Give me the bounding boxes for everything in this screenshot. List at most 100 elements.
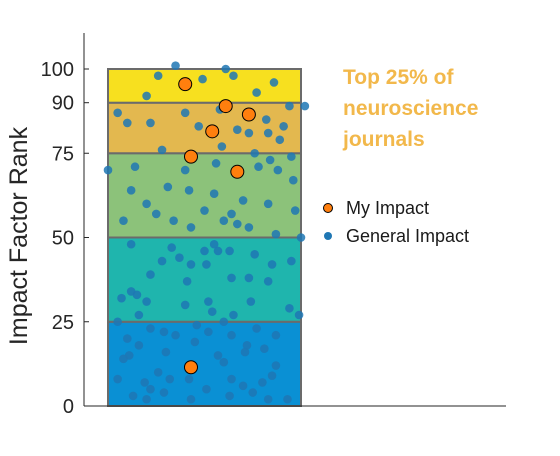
general-impact-point xyxy=(287,152,296,161)
general-impact-point xyxy=(250,148,259,158)
axes xyxy=(83,33,506,407)
general-impact-point xyxy=(180,300,190,310)
general-impact-point xyxy=(200,206,209,215)
y-tick-label: 75 xyxy=(52,143,74,165)
general-impact-point xyxy=(229,71,238,81)
general-impact-point xyxy=(128,391,138,401)
general-impact-point xyxy=(142,199,151,209)
general-impact-point xyxy=(113,108,122,118)
general-impact-point xyxy=(126,186,136,195)
general-impact-point xyxy=(119,354,128,364)
general-impact-point xyxy=(219,216,229,225)
general-impact-point xyxy=(252,324,261,333)
general-impact-point xyxy=(134,310,144,320)
general-impact-point xyxy=(213,351,223,360)
general-impact-point xyxy=(153,368,163,377)
general-impact-point xyxy=(263,199,273,209)
general-impact-point xyxy=(180,165,190,175)
general-impact-point xyxy=(165,374,175,384)
general-impact-point xyxy=(300,101,310,111)
general-impact-point xyxy=(219,357,229,367)
general-impact-point xyxy=(227,209,236,219)
general-impact-point xyxy=(204,327,213,337)
general-impact-point xyxy=(180,108,190,118)
general-impact-point xyxy=(161,347,171,357)
general-impact-point xyxy=(186,394,196,404)
general-impact-point xyxy=(171,61,180,70)
legend-entry: My Impact xyxy=(346,198,429,218)
general-impact-point xyxy=(263,394,273,404)
general-impact-point xyxy=(238,381,248,391)
general-impact-point xyxy=(267,371,277,380)
general-impact-point xyxy=(113,374,122,384)
my-impact-point xyxy=(230,164,245,179)
general-impact-point xyxy=(242,341,252,350)
general-impact-point xyxy=(159,388,169,397)
general-impact-point xyxy=(113,317,122,327)
general-impact-point xyxy=(279,121,288,131)
general-impact-point xyxy=(233,219,242,229)
general-impact-point xyxy=(202,260,211,269)
general-impact-point xyxy=(221,64,231,74)
general-impact-point xyxy=(186,223,196,232)
general-impact-point xyxy=(207,307,217,316)
general-impact-point xyxy=(126,239,136,249)
general-impact-point xyxy=(146,384,155,394)
general-impact-point xyxy=(288,175,298,185)
general-impact-point xyxy=(265,155,275,165)
general-impact-point xyxy=(123,334,132,343)
general-impact-point xyxy=(267,260,277,269)
general-impact-point xyxy=(263,277,273,286)
general-impact-point xyxy=(142,91,151,101)
my-impact-point xyxy=(178,77,193,92)
general-impact-point xyxy=(244,128,254,138)
general-impact-point xyxy=(190,337,200,347)
y-axis-label: Impact Factor Rank xyxy=(5,126,33,345)
general-impact-point xyxy=(169,216,178,225)
general-impact-point xyxy=(271,361,281,370)
general-impact-point xyxy=(244,273,254,283)
legend-marker xyxy=(323,203,333,213)
y-tick-label: 90 xyxy=(52,93,74,115)
general-impact-point xyxy=(213,246,223,256)
general-impact-point xyxy=(294,310,304,320)
my-impact-point xyxy=(183,360,198,375)
general-impact-point xyxy=(227,374,236,384)
general-impact-point xyxy=(204,297,213,306)
band-75-90 xyxy=(107,101,302,155)
general-impact-point xyxy=(198,74,207,84)
general-impact-point xyxy=(123,118,132,128)
legend-marker xyxy=(324,232,332,240)
general-impact-point xyxy=(261,115,271,124)
y-tick-label: 25 xyxy=(52,312,74,334)
general-impact-point xyxy=(142,297,151,306)
general-impact-point xyxy=(146,118,155,128)
general-impact-point xyxy=(142,394,151,404)
general-impact-point xyxy=(271,330,281,340)
general-impact-point xyxy=(140,378,149,387)
general-impact-point xyxy=(225,391,234,401)
general-impact-point xyxy=(159,327,169,337)
y-tick-label: 0 xyxy=(63,396,74,418)
general-impact-point xyxy=(238,196,248,205)
general-impact-point xyxy=(184,186,194,195)
general-impact-point xyxy=(269,78,279,87)
band-90-100 xyxy=(107,68,302,104)
general-impact-point xyxy=(263,128,273,138)
y-ticks: 0 25 50 75 90 100 xyxy=(41,59,89,418)
general-impact-point xyxy=(229,310,238,320)
legend-entry: General Impact xyxy=(346,226,469,246)
general-impact-point xyxy=(146,270,155,279)
general-impact-point xyxy=(167,243,176,252)
general-impact-point xyxy=(117,293,126,303)
general-impact-point xyxy=(182,277,192,286)
y-tick-label: 50 xyxy=(52,228,74,250)
general-impact-point xyxy=(211,159,221,168)
general-impact-point xyxy=(290,206,300,215)
my-impact-point xyxy=(183,149,198,164)
general-impact-point xyxy=(209,189,219,198)
general-impact-point xyxy=(151,209,161,219)
general-impact-point xyxy=(275,135,285,145)
general-impact-point xyxy=(244,223,254,232)
general-impact-point xyxy=(273,165,283,175)
